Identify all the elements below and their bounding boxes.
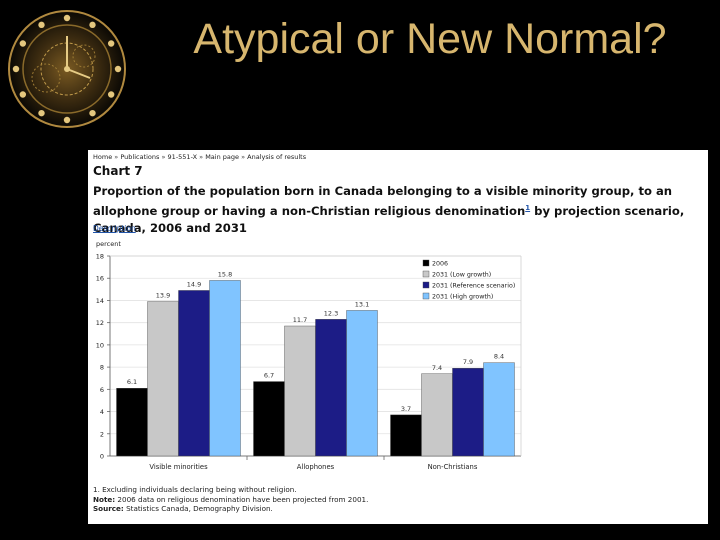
footnotes: 1. Excluding individuals declaring being… <box>93 485 368 514</box>
clock-hour-mark <box>19 91 27 98</box>
breadcrumb-separator: » <box>199 153 204 161</box>
bar <box>483 362 515 457</box>
x-category-label: Non-Christians <box>428 463 478 471</box>
y-axis-label: percent <box>96 240 121 248</box>
clock-hour-mark <box>38 21 45 29</box>
legend-swatch <box>422 281 430 289</box>
clock-logo-image <box>8 10 126 128</box>
bar-value-label: 7.9 <box>463 358 473 366</box>
clock-hour-mark <box>63 116 71 124</box>
footnote-note: Note: 2006 data on religious denominatio… <box>93 495 368 505</box>
breadcrumb-main-page[interactable]: Main page <box>205 153 240 161</box>
y-tick-label: 2 <box>100 430 104 438</box>
note-label: Note: <box>93 494 116 504</box>
footnote-ref-link[interactable]: 1 <box>525 204 531 212</box>
breadcrumb: Home » Publications » 91-551-X » Main pa… <box>93 153 306 161</box>
legend-label: 2031 (Reference scenario) <box>432 283 515 290</box>
y-tick-label: 0 <box>100 453 104 461</box>
footnote-source: Source: Statistics Canada, Demography Di… <box>93 504 368 514</box>
breadcrumb-publications[interactable]: Publications <box>120 153 160 161</box>
bar-value-label: 8.4 <box>494 353 504 361</box>
bar-value-label: 11.7 <box>293 316 307 324</box>
bar <box>253 381 285 457</box>
y-tick-label: 18 <box>96 253 104 261</box>
legend-swatch <box>422 292 430 300</box>
bar-value-label: 15.8 <box>218 270 232 278</box>
legend-label: 2031 (High growth) <box>432 294 493 301</box>
bar <box>284 325 316 457</box>
legend-label: 2031 (Low growth) <box>432 272 491 279</box>
bar <box>178 290 210 457</box>
bar <box>116 388 148 457</box>
legend-label: 2006 <box>432 261 448 268</box>
y-tick-label: 10 <box>96 341 104 349</box>
bar <box>452 368 484 457</box>
bar <box>315 319 347 457</box>
chart-title: Proportion of the population born in Can… <box>93 183 705 237</box>
clock-hour-mark <box>89 109 96 117</box>
bar-value-label: 12.3 <box>324 309 338 317</box>
bar <box>421 373 453 457</box>
bar-value-label: 3.7 <box>401 405 411 413</box>
footnote-1: 1. Excluding individuals declaring being… <box>93 485 297 494</box>
y-tick-label: 16 <box>96 275 104 283</box>
bar-value-label: 13.9 <box>156 292 170 300</box>
bar-value-label: 6.7 <box>264 372 274 380</box>
bar <box>209 280 241 457</box>
breadcrumb-separator: » <box>241 153 246 161</box>
legend-swatch <box>422 270 430 278</box>
source-label: Source: <box>93 504 124 514</box>
y-tick-label: 8 <box>100 364 104 372</box>
breadcrumb-separator: » <box>161 153 166 161</box>
breadcrumb-catalogue[interactable]: 91-551-X <box>167 153 198 161</box>
breadcrumb-analysis[interactable]: Analysis of results <box>247 153 307 161</box>
bar <box>390 414 422 457</box>
y-tick-label: 4 <box>100 408 104 416</box>
chart-title-main: Proportion of the population born in Can… <box>93 184 673 218</box>
legend-swatch <box>422 259 430 267</box>
chart-number: Chart 7 <box>93 164 143 178</box>
bar <box>346 310 378 457</box>
clock-hour-mark <box>114 65 122 73</box>
bar-value-label: 13.1 <box>355 300 369 308</box>
chart-panel: Home » Publications » 91-551-X » Main pa… <box>88 150 708 524</box>
clock-hour-mark <box>12 65 20 73</box>
bar-value-label: 7.4 <box>432 364 442 372</box>
source-text: Statistics Canada, Demography Division. <box>123 504 273 514</box>
breadcrumb-separator: » <box>114 153 119 161</box>
slide-title: Atypical or New Normal? <box>193 15 667 63</box>
clock-hour-mark <box>107 91 115 98</box>
x-category-label: Visible minorities <box>149 463 208 471</box>
chart-title-end: by projection scenario, Canada, 2006 and… <box>93 203 685 235</box>
clock-hour-mark <box>107 40 115 47</box>
bar <box>147 301 179 457</box>
bar-value-label: 6.1 <box>127 378 137 386</box>
clock-hour-mark <box>63 14 71 22</box>
breadcrumb-home[interactable]: Home <box>93 153 113 161</box>
y-tick-label: 14 <box>96 297 104 305</box>
clock-hour-mark <box>89 21 96 29</box>
y-tick-label: 12 <box>96 319 104 327</box>
description-link[interactable]: Description <box>93 224 136 233</box>
y-tick-label: 6 <box>100 386 104 394</box>
note-text: 2006 data on religious denomination have… <box>115 494 369 504</box>
bar-value-label: 14.9 <box>187 280 201 288</box>
bar-chart: percent 0 2 4 6 8 10 12 14 16 18 6.1 13.9 14.9 15.8 Vis… <box>96 240 522 471</box>
clock-hour-mark <box>19 40 27 47</box>
x-category-label: Allophones <box>297 463 335 471</box>
clock-hour-mark <box>38 109 45 117</box>
